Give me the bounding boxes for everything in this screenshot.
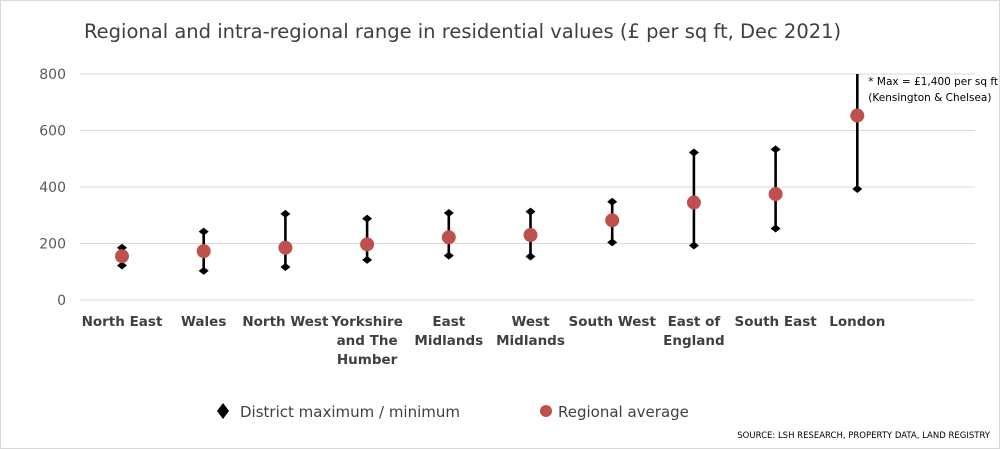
legend-diamond-icon — [217, 403, 229, 419]
range-series — [117, 74, 863, 275]
chart-title: Regional and intra-regional range in res… — [84, 20, 842, 43]
legend: District maximum / minimum Regional avera… — [217, 403, 689, 421]
x-category-label: Humber — [337, 352, 398, 368]
min-marker — [852, 184, 863, 193]
legend-circle-icon — [540, 405, 552, 417]
average-marker — [278, 240, 293, 255]
average-marker — [605, 213, 620, 228]
max-marker — [443, 208, 454, 217]
annotation-text: (Kensington & Chelsea) — [868, 92, 991, 104]
max-marker — [198, 227, 209, 236]
y-tick-label: 400 — [39, 180, 66, 196]
min-marker — [280, 262, 291, 271]
y-axis-ticks: 0 200 400 600 800 — [39, 67, 66, 309]
average-marker — [523, 228, 538, 243]
average-marker — [196, 244, 211, 259]
average-series — [115, 108, 865, 264]
x-category-label: England — [663, 333, 725, 349]
x-axis-categories: North East Wales North West Yorkshire and Th… — [82, 314, 886, 368]
min-marker — [688, 241, 699, 250]
x-category-label: East — [432, 314, 465, 330]
min-marker — [198, 266, 209, 275]
average-marker — [360, 237, 375, 252]
y-tick-label: 800 — [39, 67, 66, 83]
y-tick-label: 0 — [57, 293, 66, 309]
average-marker — [768, 187, 783, 202]
min-marker — [362, 255, 373, 264]
annotation-text: * Max = £1,400 per sq ft — [868, 76, 998, 88]
legend-label-range: District maximum / minimum — [240, 403, 460, 421]
x-category-label: North West — [242, 314, 329, 330]
x-category-label: and The — [337, 333, 398, 349]
source-note: SOURCE: LSH RESEARCH, PROPERTY DATA, LAN… — [737, 431, 990, 441]
x-category-label: Yorkshire — [330, 314, 403, 330]
min-marker — [443, 251, 454, 260]
min-marker — [770, 224, 781, 233]
x-category-label: East of — [668, 314, 721, 330]
min-marker — [525, 252, 536, 261]
x-category-label: South East — [734, 314, 817, 330]
max-marker — [688, 148, 699, 157]
max-marker — [525, 207, 536, 216]
max-marker — [280, 209, 291, 218]
average-marker — [441, 230, 456, 245]
x-category-label: Wales — [181, 314, 226, 330]
x-category-label: Midlands — [496, 333, 565, 349]
max-marker — [362, 214, 373, 223]
y-tick-label: 200 — [39, 237, 66, 253]
x-category-label: West — [511, 314, 550, 330]
average-marker — [850, 108, 865, 123]
average-marker — [115, 249, 129, 264]
x-category-label: Midlands — [414, 333, 483, 349]
min-marker — [117, 261, 127, 270]
average-marker — [686, 195, 701, 210]
max-marker — [607, 197, 618, 206]
x-category-label: North East — [82, 314, 163, 330]
max-marker — [770, 145, 781, 154]
y-tick-label: 600 — [39, 124, 66, 140]
x-category-label: London — [829, 314, 885, 330]
legend-label-average: Regional average — [558, 403, 689, 421]
gridlines — [80, 73, 975, 301]
min-marker — [607, 238, 618, 247]
x-category-label: South West — [568, 314, 656, 330]
annotations: * Max = £1,400 per sq ft (Kensington & Ch… — [868, 76, 998, 104]
